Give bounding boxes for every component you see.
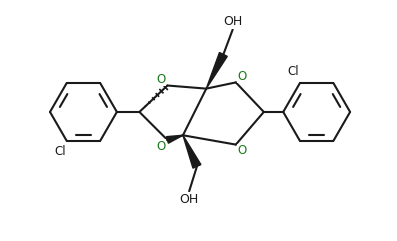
Polygon shape [206, 53, 227, 89]
Text: O: O [156, 73, 166, 86]
Text: O: O [237, 70, 247, 83]
Text: Cl: Cl [288, 66, 299, 79]
Text: OH: OH [179, 193, 199, 206]
Text: O: O [156, 140, 166, 153]
Polygon shape [166, 135, 183, 143]
Text: OH: OH [223, 15, 242, 28]
Text: O: O [237, 144, 247, 157]
Polygon shape [183, 135, 201, 168]
Text: Cl: Cl [54, 145, 66, 158]
